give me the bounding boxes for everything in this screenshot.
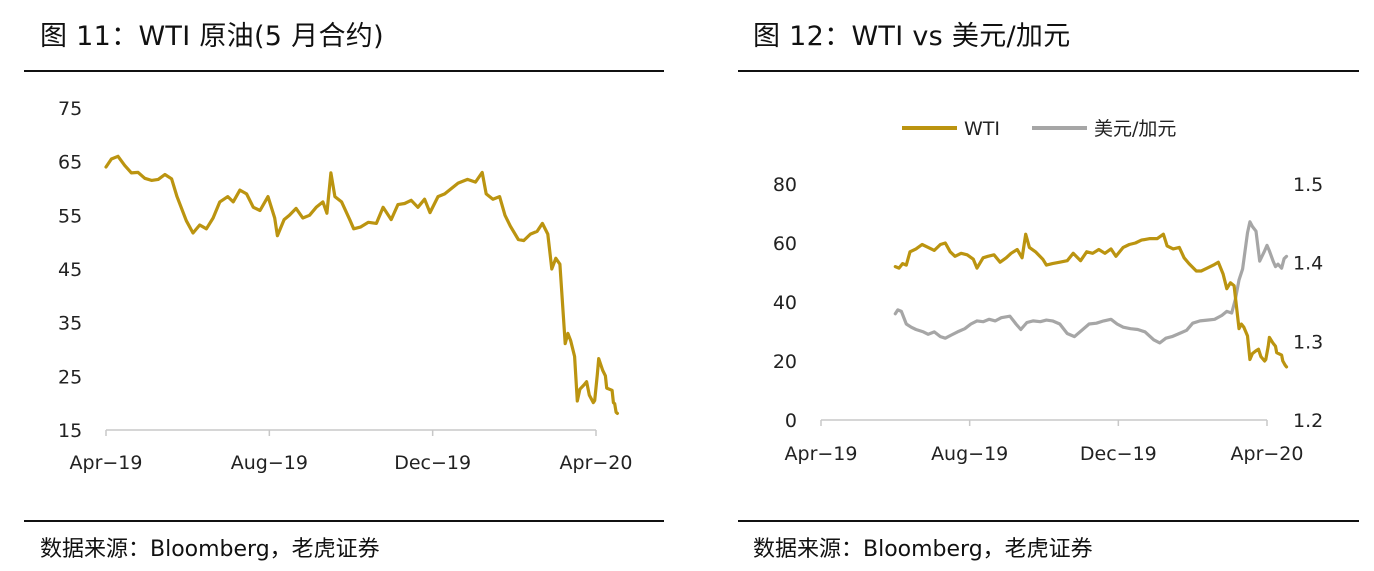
y-tick-label: 45 — [58, 259, 82, 281]
wti-usdcad-line-chart: Apr−19 Aug−19 Dec−19 Apr−20 0 20 40 60 80 1.2 1.3 1… — [773, 118, 1323, 465]
x-tick-label: Dec−19 — [394, 452, 471, 474]
wti-line-chart: Apr−19 Aug−19 Dec−19 Apr−20 75 65 55 45 35 25 15 — [58, 98, 633, 474]
source-divider — [24, 520, 664, 522]
y-right-tick-label: 1.3 — [1293, 331, 1323, 353]
title-divider — [738, 70, 1359, 72]
y-tick-label: 15 — [58, 420, 82, 442]
y-tick-label: 65 — [58, 152, 82, 174]
x-tick-label: Aug−19 — [931, 443, 1008, 465]
wti-series-line — [893, 232, 1289, 369]
title-divider — [24, 70, 664, 72]
y-right-tick-label: 1.4 — [1293, 253, 1323, 275]
x-tick-label: Aug−19 — [231, 452, 308, 474]
chart-title: 图 12：WTI vs 美元/加元 — [753, 21, 1071, 52]
source-divider — [738, 520, 1359, 522]
y-left-tick-label: 20 — [773, 351, 797, 373]
y-left-tick-label: 80 — [773, 174, 797, 196]
chart-panel-wti-vs-usdcad: 图 12：WTI vs 美元/加元 Apr−19 Aug−19 Dec−19 Apr−… — [687, 0, 1374, 571]
chart-panel-wti: 图 11：WTI 原油(5 月合约) Apr−19 Aug−19 Dec−19 Apr… — [24, 21, 664, 562]
wti-series-line — [104, 154, 619, 415]
y-right-tick-label: 1.2 — [1293, 410, 1323, 432]
y-left-tick-label: 40 — [773, 292, 797, 314]
x-tick-label: Apr−20 — [1231, 443, 1304, 465]
y-tick-label: 35 — [58, 313, 82, 335]
y-right-tick-label: 1.5 — [1293, 174, 1323, 196]
legend-usdcad-label: 美元/加元 — [1094, 118, 1176, 140]
y-left-tick-label: 0 — [785, 410, 797, 432]
x-tick-label: Apr−19 — [785, 443, 858, 465]
chart-title: 图 11：WTI 原油(5 月合约) — [40, 21, 384, 52]
x-tick-label: Dec−19 — [1080, 443, 1157, 465]
x-tick-label: Apr−19 — [70, 452, 143, 474]
y-tick-label: 25 — [58, 366, 82, 388]
y-tick-label: 75 — [58, 98, 82, 120]
y-left-tick-label: 60 — [773, 233, 797, 255]
x-tick-label: Apr−20 — [560, 452, 633, 474]
usdcad-series-line — [893, 220, 1289, 345]
y-tick-label: 55 — [58, 205, 82, 227]
source-note: 数据来源：Bloomberg，老虎证券 — [753, 537, 1093, 562]
source-note: 数据来源：Bloomberg，老虎证券 — [40, 537, 380, 562]
legend-wti-label: WTI — [964, 118, 1000, 140]
